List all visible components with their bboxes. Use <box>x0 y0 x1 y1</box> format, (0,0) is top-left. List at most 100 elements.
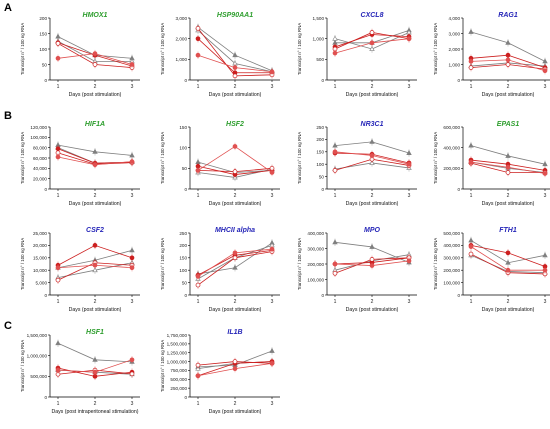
y-tick-label: 1,750,000 <box>167 333 188 338</box>
data-point <box>232 144 238 149</box>
y-tick-label: 1,500,000 <box>27 333 48 338</box>
x-tick-label: 3 <box>408 299 411 305</box>
y-axis-label: Transcript n° / 100 ng RNA <box>297 132 302 184</box>
chart-title: NR3C1 <box>361 121 384 128</box>
panel-letter-a: A <box>4 2 12 14</box>
data-point <box>332 168 338 173</box>
x-tick-label: 1 <box>334 299 337 305</box>
x-tick-label: 1 <box>197 193 200 199</box>
y-tick-label: 0 <box>44 395 47 400</box>
y-tick-label: 200 <box>39 16 47 21</box>
x-tick-label: 2 <box>507 299 510 305</box>
y-tick-label: 600,000 <box>443 125 460 130</box>
data-point <box>369 30 375 35</box>
x-axis-label: Days (post stimulation) <box>69 92 122 98</box>
y-tick-label: 250 <box>316 125 324 130</box>
data-point <box>55 41 61 46</box>
chart-panel-hsf2: HSF2 0 50 100 150 1 2 3 Days (post stimulation) T… <box>160 121 280 207</box>
x-tick-label: 3 <box>544 84 547 90</box>
data-point <box>129 159 135 164</box>
y-tick-label: 300,000 <box>307 246 324 251</box>
y-tick-label: 2,000 <box>449 47 461 52</box>
data-point <box>269 360 275 366</box>
y-tick-label: 0 <box>321 187 324 192</box>
x-axis-label: Days (post stimulation) <box>209 201 262 207</box>
x-tick-label: 1 <box>57 401 60 407</box>
chart-panel-hsp90aa1: HSP90AA1 0 1,000 2,000 3,000 1 2 3 Days (post st… <box>160 12 280 98</box>
chart-title: IL1B <box>227 329 242 336</box>
x-tick-label: 2 <box>234 84 237 90</box>
chart-panel-il1b: IL1B 0 250,000 500,000 750,000 1,000,000 1,250… <box>160 329 280 415</box>
chart-title: FTH1 <box>499 227 517 234</box>
y-tick-label: 200 <box>179 243 187 248</box>
y-axis-label: Transcript n° / 100 ng RNA <box>433 132 438 184</box>
y-tick-label: 3,000 <box>449 31 461 36</box>
chart-panel-fth1: FTH1 0 100,000 200,000 300,000 400,000 500,000… <box>433 227 550 313</box>
data-point <box>332 149 338 155</box>
x-tick-label: 2 <box>94 401 97 407</box>
y-tick-label: 200,000 <box>443 268 460 273</box>
data-point <box>195 282 201 288</box>
x-tick-label: 3 <box>271 401 274 407</box>
data-point <box>332 261 338 267</box>
data-point <box>332 142 338 148</box>
data-point <box>232 52 238 58</box>
y-tick-label: 60,000 <box>33 156 47 161</box>
x-tick-label: 2 <box>234 193 237 199</box>
chart-title: HSF2 <box>226 121 244 128</box>
chart-panel-mhcii-alpha: MHCII alpha 0 50 100 150 200 250 1 2 3 Days (post … <box>160 227 280 313</box>
x-tick-label: 2 <box>94 299 97 305</box>
data-point <box>542 161 548 167</box>
chart-panel-cxcl8: CXCL8 0 500 1,000 1,500 1 2 3 Days (post stimula… <box>297 12 417 98</box>
x-axis-label: Days (post stimulation) <box>209 409 262 415</box>
chart-title: EPAS1 <box>497 121 520 128</box>
x-tick-label: 2 <box>507 84 510 90</box>
data-point <box>369 153 375 158</box>
data-point <box>369 45 375 51</box>
x-tick-label: 3 <box>544 299 547 305</box>
y-tick-label: 750,000 <box>170 368 187 373</box>
data-point <box>505 267 511 273</box>
data-point <box>92 369 98 375</box>
data-point <box>505 164 511 170</box>
x-axis-label: Days (post stimulation) <box>482 201 535 207</box>
y-tick-label: 400,000 <box>443 243 460 248</box>
x-axis-label: Days (post stimulation) <box>346 307 399 313</box>
data-point <box>129 62 135 67</box>
data-point <box>92 162 98 168</box>
y-tick-label: 200,000 <box>307 262 324 267</box>
data-point <box>468 59 474 64</box>
y-tick-label: 1,000,000 <box>27 353 48 358</box>
y-tick-label: 150 <box>316 150 324 155</box>
y-tick-label: 100 <box>179 145 187 150</box>
x-tick-label: 1 <box>334 193 337 199</box>
y-tick-label: 200,000 <box>443 166 460 171</box>
y-axis-label: Transcript n° / 100 ng RNA <box>433 238 438 290</box>
data-point <box>369 40 375 46</box>
y-tick-label: 100 <box>179 268 187 273</box>
data-point <box>195 274 201 279</box>
data-point <box>505 39 511 45</box>
data-point <box>468 251 474 257</box>
x-tick-label: 2 <box>94 193 97 199</box>
y-axis-label: Transcript n° / 100 ng RNA <box>20 238 25 290</box>
y-axis-label: Transcript n° / 100 ng RNA <box>160 238 165 290</box>
chart-title: HSF1 <box>86 329 104 336</box>
x-tick-label: 3 <box>131 401 134 407</box>
x-tick-label: 3 <box>408 193 411 199</box>
data-point <box>332 50 338 56</box>
data-point <box>468 28 474 34</box>
data-point <box>55 265 61 271</box>
y-tick-label: 300,000 <box>443 256 460 261</box>
y-tick-label: 0 <box>321 293 324 298</box>
y-tick-label: 500,000 <box>170 377 187 382</box>
panel-letter-c: C <box>4 320 12 332</box>
x-tick-label: 2 <box>371 84 374 90</box>
y-tick-label: 0 <box>44 293 47 298</box>
data-point <box>92 243 98 248</box>
y-tick-label: 0 <box>184 293 187 298</box>
data-point <box>92 356 98 362</box>
panel-letter-b: B <box>4 110 12 122</box>
y-tick-label: 250,000 <box>170 386 187 391</box>
